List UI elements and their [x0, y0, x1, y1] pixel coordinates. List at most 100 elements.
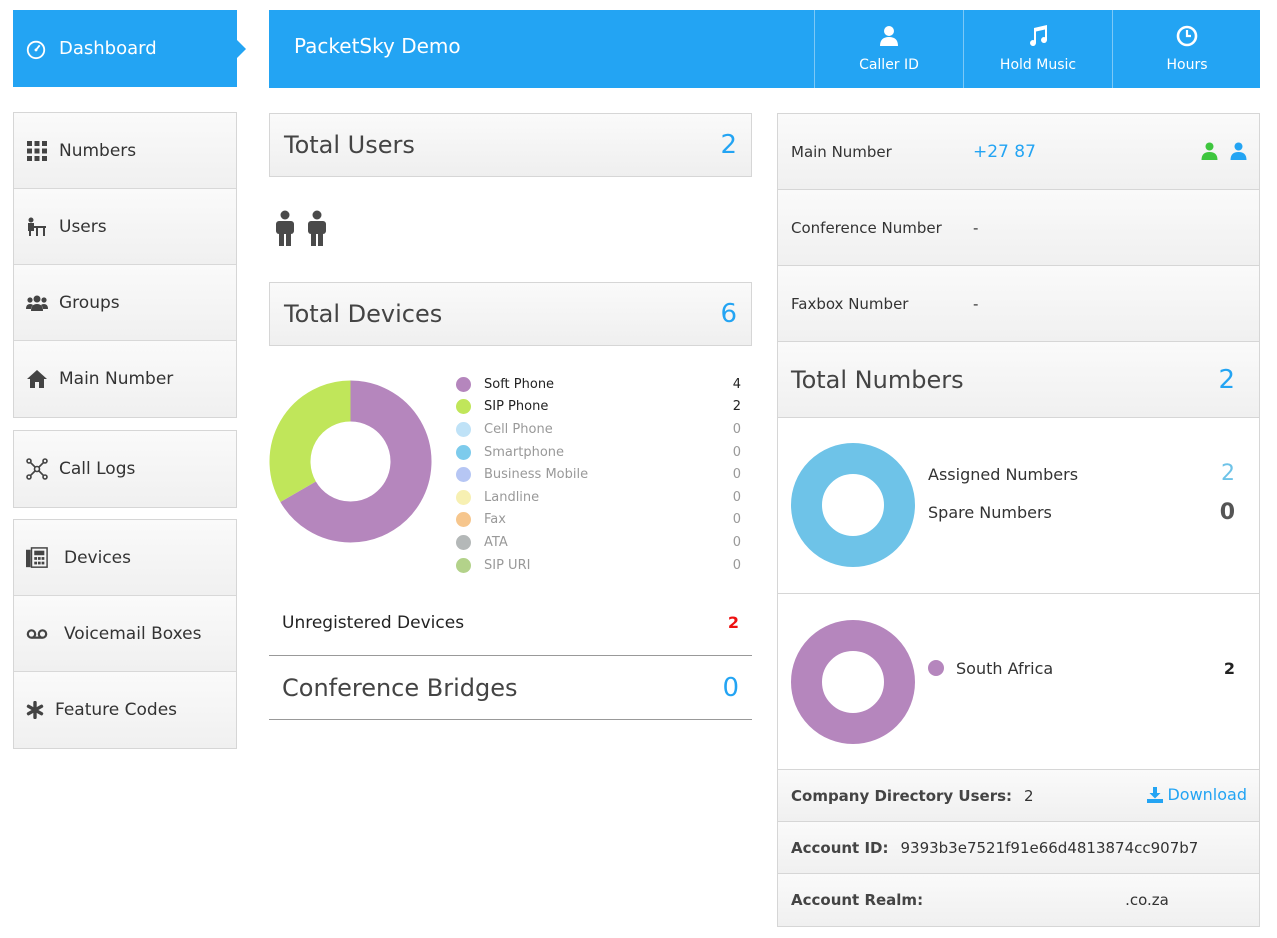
music-icon	[1030, 25, 1048, 47]
hours-label: Hours	[1166, 57, 1208, 73]
faxbox-number-row[interactable]: Faxbox Number -	[778, 266, 1259, 342]
account-id-row: Account ID: 9393b3e7521f91e66d4813874cc9…	[778, 822, 1259, 874]
country-value: 2	[1223, 659, 1235, 678]
user-figures	[273, 210, 329, 246]
dashboard-gauge-icon	[26, 40, 46, 59]
sidebar-group-logs: Call Logs	[13, 430, 237, 508]
sidebar-item-label: Call Logs	[59, 459, 136, 479]
legend-label: Fax	[484, 512, 506, 528]
spare-numbers-label: Spare Numbers	[928, 503, 1052, 522]
conference-bridges-row[interactable]: Conference Bridges 0	[269, 656, 752, 720]
donut-slice-south-africa[interactable]	[791, 620, 915, 744]
sidebar-item-main-number[interactable]: Main Number	[14, 341, 236, 417]
sidebar-item-voicemail-boxes[interactable]: Voicemail Boxes	[14, 596, 236, 672]
sidebar-group-main: Numbers Users Groups Main Number	[13, 112, 237, 418]
legend-swatch	[456, 376, 471, 392]
legend-value: 0	[732, 444, 741, 460]
sidebar-item-dashboard[interactable]: Dashboard	[13, 10, 246, 87]
sidebar-item-groups[interactable]: Groups	[14, 265, 236, 341]
sidebar-item-feature-codes[interactable]: Feature Codes	[14, 672, 236, 748]
legend-label: Landline	[484, 489, 540, 505]
main-number-value[interactable]: +27 87	[973, 141, 1036, 162]
user-blue-icon[interactable]	[1230, 142, 1247, 160]
legend-value: 0	[732, 534, 741, 550]
country-label: South Africa	[956, 659, 1054, 678]
spare-numbers-value: 0	[1219, 500, 1235, 525]
home-icon	[26, 368, 48, 390]
donut-slice-soft-phone[interactable]	[280, 380, 432, 543]
legend-item[interactable]: SIP URI 0	[456, 554, 741, 577]
legend-item[interactable]: SIP Phone 2	[456, 396, 741, 419]
hours-button[interactable]: Hours	[1112, 10, 1261, 88]
legend-value: 0	[732, 489, 741, 505]
legend-swatch	[456, 512, 471, 528]
sidebar-item-label: Feature Codes	[55, 700, 178, 720]
legend-swatch	[456, 467, 471, 483]
legend-swatch	[456, 534, 471, 550]
unregistered-devices-count: 2	[727, 613, 739, 632]
sidebar-item-label: Voicemail Boxes	[64, 623, 202, 644]
company-directory-row: Company Directory Users: 2 Download	[778, 770, 1259, 822]
user-green-icon[interactable]	[1201, 142, 1218, 160]
sidebar-item-numbers[interactable]: Numbers	[14, 113, 236, 189]
legend-swatch	[456, 399, 471, 415]
numbers-panel: Main Number +27 87 Conference Number - F…	[777, 113, 1260, 927]
main-number-label: Main Number	[791, 142, 892, 161]
legend-item[interactable]: Cell Phone 0	[456, 418, 741, 441]
user-figure-icon	[308, 210, 326, 246]
sidebar-item-users[interactable]: Users	[14, 189, 236, 265]
numbers-usage-section: Assigned Numbers 2 Spare Numbers 0	[778, 418, 1259, 594]
download-label: Download	[1167, 785, 1247, 804]
account-realm-value: .co.za	[1125, 891, 1169, 909]
asterisk-icon	[26, 699, 44, 721]
legend-label: SIP URI	[484, 557, 531, 573]
numbers-by-country-section: South Africa 2	[778, 594, 1259, 770]
legend-value: 0	[732, 557, 741, 573]
total-users-title: Total Users	[284, 131, 415, 159]
assigned-numbers-label: Assigned Numbers	[928, 465, 1079, 484]
fax-device-icon	[26, 546, 48, 569]
faxbox-number-value: -	[973, 294, 979, 313]
total-numbers-row[interactable]: Total Numbers 2	[778, 342, 1259, 418]
donut-slice-assigned-numbers[interactable]	[791, 443, 915, 567]
legend-item[interactable]: Fax 0	[456, 509, 741, 532]
main-number-row[interactable]: Main Number +27 87	[778, 114, 1259, 190]
legend-label: Business Mobile	[484, 467, 589, 483]
sidebar-group-devices: Devices Voicemail Boxes Feature Codes	[13, 519, 237, 749]
unregistered-devices-label: Unregistered Devices	[282, 612, 465, 633]
numbers-donut-chart	[791, 443, 915, 567]
sidebar-item-label: Dashboard	[59, 38, 157, 59]
conference-bridges-count: 0	[722, 672, 739, 703]
sidebar-item-label: Numbers	[59, 140, 137, 161]
conference-number-row[interactable]: Conference Number -	[778, 190, 1259, 266]
donut-slice-sip-phone[interactable]	[269, 380, 352, 502]
caller-id-label: Caller ID	[859, 57, 919, 73]
unregistered-devices-row[interactable]: Unregistered Devices 2	[269, 590, 752, 656]
download-icon	[1147, 786, 1164, 803]
sidebar-item-devices[interactable]: Devices	[14, 520, 236, 596]
directory-users-label: Company Directory Users:	[791, 786, 1013, 805]
country-donut-chart	[791, 620, 915, 744]
page-title: PacketSky Demo	[294, 34, 461, 58]
total-users-panel[interactable]: Total Users 2	[269, 113, 752, 177]
total-devices-count: 6	[720, 299, 737, 329]
legend-item[interactable]: ATA 0	[456, 531, 741, 554]
legend-item[interactable]: Soft Phone 4	[456, 373, 741, 396]
download-link[interactable]: Download	[1147, 785, 1247, 804]
user-icon	[880, 26, 898, 46]
total-devices-panel[interactable]: Total Devices 6	[269, 282, 752, 346]
caller-id-button[interactable]: Caller ID	[814, 10, 963, 88]
legend-item[interactable]: Landline 0	[456, 486, 741, 509]
directory-users-value: 2	[1024, 786, 1034, 805]
sidebar-item-label: Groups	[59, 292, 120, 313]
main-number-icons	[1201, 142, 1247, 160]
account-realm-label: Account Realm:	[791, 891, 924, 909]
legend-value: 0	[732, 467, 741, 483]
legend-item[interactable]: Business Mobile 0	[456, 463, 741, 486]
sidebar-item-call-logs[interactable]: Call Logs	[14, 431, 236, 507]
hold-music-button[interactable]: Hold Music	[963, 10, 1112, 88]
grid-icon	[26, 140, 48, 162]
legend-label: Smartphone	[484, 444, 565, 460]
legend-item[interactable]: Smartphone 0	[456, 441, 741, 464]
account-realm-row: Account Realm: .co.za	[778, 874, 1259, 926]
